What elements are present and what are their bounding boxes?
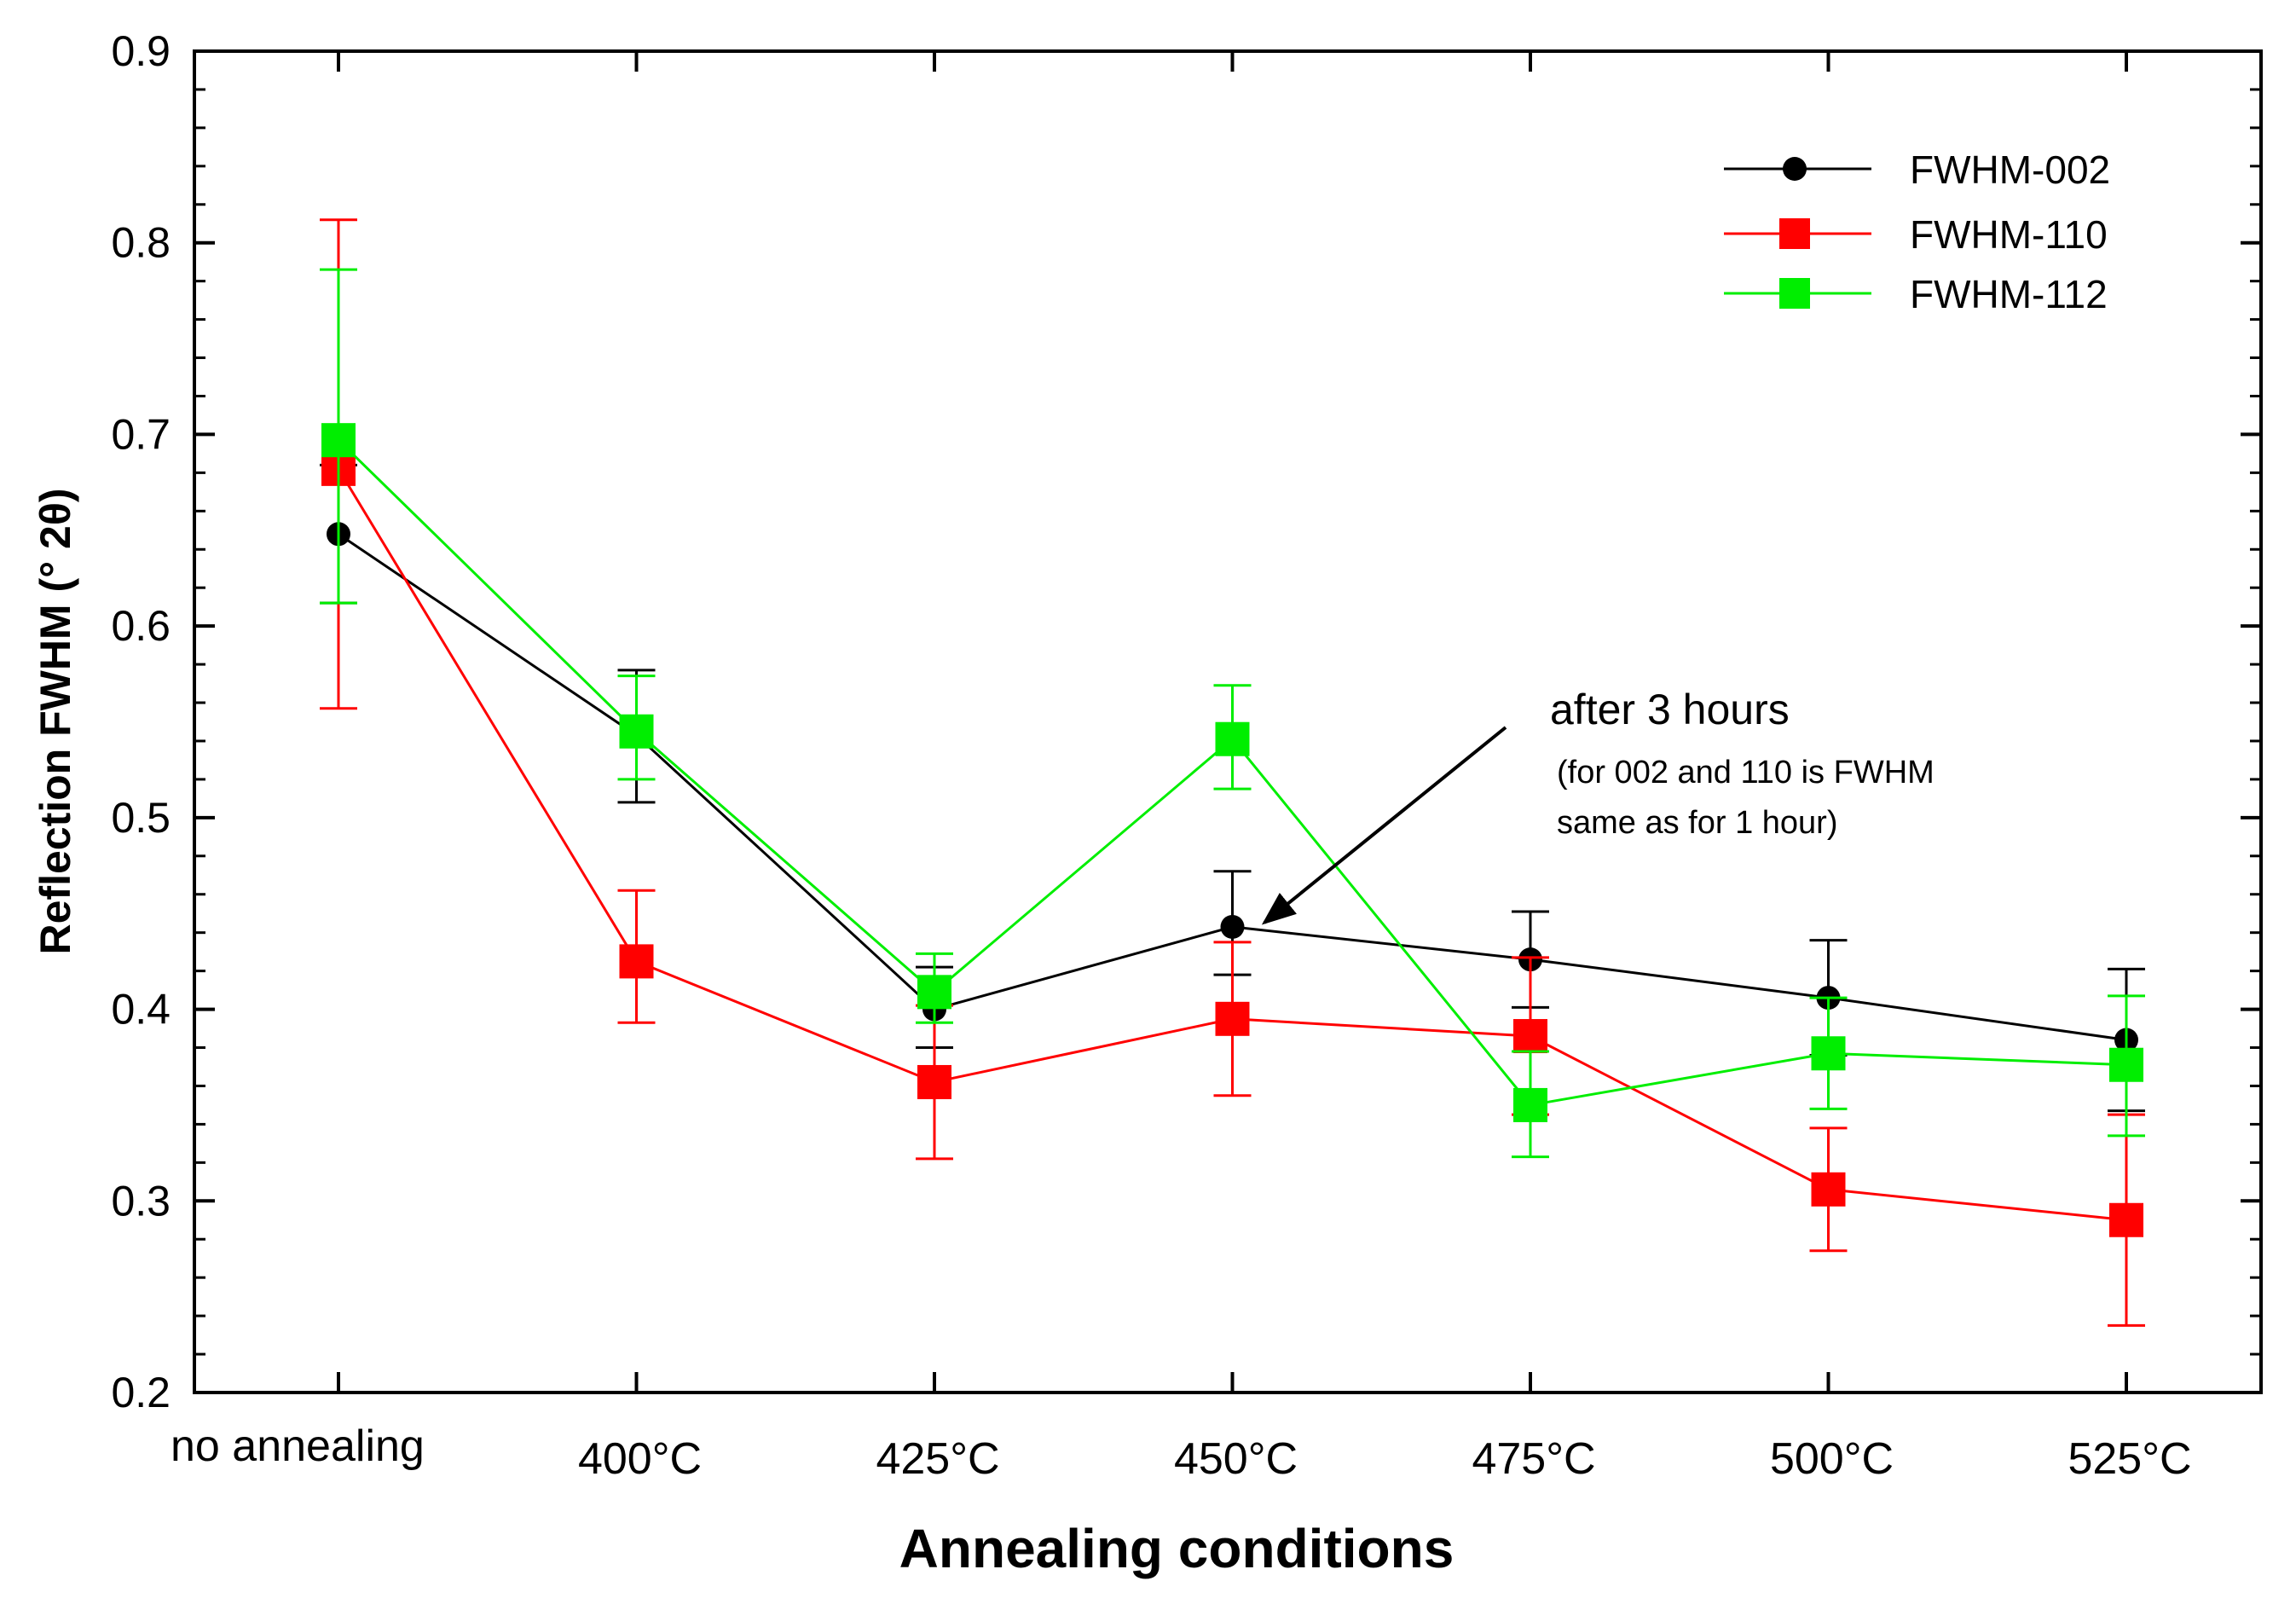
x-tick-label: no annealing [171, 1422, 425, 1471]
data-point [917, 975, 951, 1010]
legend: FWHM-002 FWHM-110 FWHM-112 [1724, 148, 2110, 316]
data-point [1811, 1036, 1846, 1071]
y-tick-label: 0.6 [111, 602, 171, 650]
data-point [1513, 1087, 1547, 1122]
data-point [1811, 1172, 1846, 1207]
data-point [1215, 721, 1250, 756]
data-point [1513, 1019, 1547, 1054]
legend-item-fwhm-112: FWHM-112 [1724, 272, 2108, 316]
y-axis: 0.2 0.3 0.4 0.5 0.6 0.7 0.8 0.9 [111, 27, 2261, 1416]
annotation-line-1: (for 002 and 110 is FWHM [1557, 755, 1935, 790]
y-tick-label: 0.8 [111, 219, 171, 267]
x-axis-title: Annealing conditions [899, 1518, 1455, 1579]
x-tick-label: 500°C [1770, 1434, 1894, 1484]
data-point [917, 1064, 951, 1099]
y-tick-label: 0.5 [111, 794, 171, 842]
y-tick-label: 0.4 [111, 986, 171, 1034]
x-tick-label: 400°C [578, 1434, 702, 1484]
x-tick-label: 525°C [2068, 1434, 2191, 1484]
data-point [1220, 914, 1245, 939]
data-point [2109, 1202, 2143, 1237]
legend-marker-fwhm-112 [1779, 278, 1810, 309]
data-point [321, 423, 356, 458]
y-tick-label: 0.7 [111, 410, 171, 458]
legend-label-fwhm-110: FWHM-110 [1910, 212, 2108, 257]
legend-item-fwhm-110: FWHM-110 [1724, 212, 2108, 257]
annotation: after 3 hours (for 002 and 110 is FWHM s… [1261, 686, 1935, 925]
y-tick-label: 0.9 [111, 27, 171, 75]
legend-marker-fwhm-002 [1783, 157, 1807, 181]
series-fwhm-110 [320, 218, 2145, 1327]
annotation-arrow [1261, 726, 1507, 925]
x-axis: no annealing 400°C 425°C 450°C 475°C 500°C 525… [171, 51, 2192, 1484]
data-point [619, 944, 654, 979]
x-tick-label: 475°C [1472, 1434, 1595, 1484]
data-point [1215, 1001, 1250, 1036]
x-tick-label: 425°C [876, 1434, 999, 1484]
plot-frame [193, 49, 2263, 1394]
y-tick-label: 0.3 [111, 1177, 171, 1225]
legend-label-fwhm-112: FWHM-112 [1910, 272, 2108, 316]
data-point [2109, 1047, 2143, 1082]
annotation-title: after 3 hours [1550, 686, 1790, 733]
series-fwhm-112 [320, 268, 2145, 1159]
legend-item-fwhm-002: FWHM-002 [1724, 148, 2110, 192]
y-axis-title: Reflection FWHM (° 2θ) [32, 489, 79, 955]
series-layer [320, 218, 2145, 1327]
data-point [619, 714, 654, 749]
legend-label-fwhm-002: FWHM-002 [1910, 148, 2110, 192]
legend-marker-fwhm-110 [1779, 218, 1810, 249]
y-tick-label: 0.2 [111, 1369, 171, 1416]
x-tick-label: 450°C [1174, 1434, 1298, 1484]
series-line [337, 468, 2127, 1222]
annotation-line-2: same as for 1 hour) [1557, 805, 1837, 841]
